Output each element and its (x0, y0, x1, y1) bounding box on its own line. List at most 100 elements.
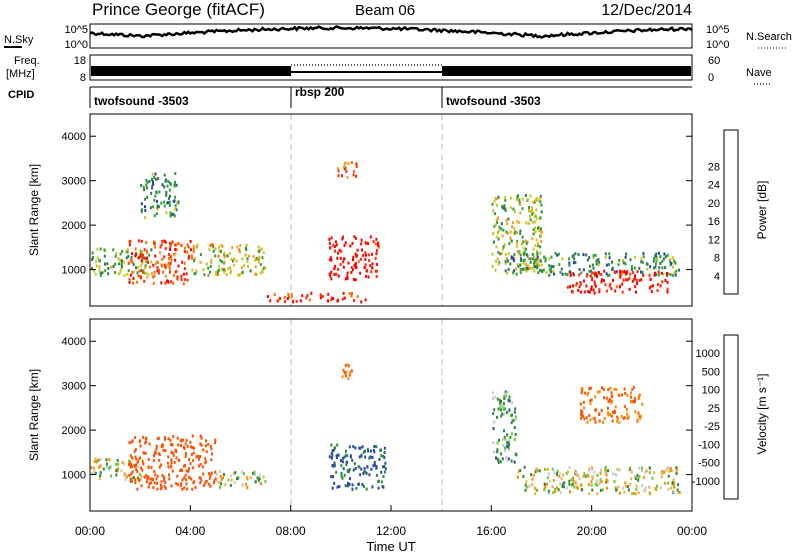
scatter-cell-1-0-5 (98, 477, 101, 481)
scatter-cell-1-1-137 (144, 451, 147, 455)
scatter-cell-1-1-228 (192, 451, 195, 455)
scatter-cell-1-6-191 (638, 475, 641, 479)
scatter-cell-1-6-9 (546, 467, 549, 471)
scatter-cell-0-8-45 (580, 271, 583, 275)
scatter-cell-0-8-142 (552, 265, 555, 268)
scatter-cell-1-6-102 (619, 491, 621, 495)
scatter-cell-1-3-90 (335, 470, 338, 474)
scatter-cell-0-7-27 (497, 250, 500, 254)
scatter-cell-0-2-52 (257, 245, 260, 249)
scatter-cell-0-4-106 (354, 261, 357, 265)
scatter-cell-0-9-21 (615, 285, 618, 289)
scatter-cell-1-6-26 (517, 475, 519, 479)
scatter-cell-0-8-107 (608, 252, 611, 256)
scatter-cell-1-1-58 (155, 447, 158, 451)
scatter-cell-0-0-9 (139, 264, 142, 268)
scatter-cell-0-2-100 (223, 260, 226, 264)
scatter-cell-1-1-43 (139, 456, 142, 460)
scatter-cell-0-5-38 (276, 299, 279, 303)
scatter-cell-1-6-48 (558, 474, 561, 478)
scatter-cell-0-7-160 (532, 232, 535, 236)
scatter-cell-0-8-34 (646, 267, 649, 271)
scatter-cell-0-2-34 (207, 266, 210, 270)
scatter-cell-1-3-84 (333, 464, 336, 468)
scatter-cell-1-6-24 (584, 474, 587, 478)
scatter-cell-1-2-13 (220, 482, 223, 486)
scatter-cell-1-7-100 (588, 387, 591, 391)
scatter-cell-0-4-7 (349, 244, 352, 248)
scatter-cell-0-3-42 (162, 200, 165, 204)
scatter-cell-1-2-5 (224, 483, 227, 487)
scatter-cell-1-1-227 (183, 486, 186, 490)
scatter-cell-0-7-109 (516, 231, 519, 235)
scatter-cell-0-5-32 (295, 299, 298, 303)
scatter-cell-1-6-90 (598, 482, 601, 486)
scatter-cell-0-3-18 (169, 214, 172, 218)
scatter-cell-0-3-39 (169, 211, 172, 215)
scatter-cell-1-6-114 (534, 470, 537, 474)
scatter-cell-1-5-58 (499, 452, 502, 456)
scatter-cell-1-5-82 (506, 444, 509, 448)
scatter-cell-1-1-105 (184, 442, 187, 446)
scatter-cell-1-0-24 (116, 469, 119, 473)
scatter-cell-0-7-36 (495, 203, 498, 207)
scatter-cell-1-3-18 (367, 449, 370, 453)
scatter-cell-1-1-9 (202, 472, 205, 476)
scatter-cell-0-2-97 (193, 259, 195, 263)
scatter-cell-0-9-29 (649, 285, 652, 289)
scatter-cell-0-7-179 (517, 251, 520, 255)
scatter-cell-0-4-20 (374, 256, 377, 260)
scatter-cell-0-1-118 (174, 248, 177, 252)
scatter-cell-0-0-21 (107, 267, 110, 270)
scatter-cell-1-5-14 (492, 412, 495, 416)
scatter-cell-1-7-18 (582, 414, 584, 418)
scatter-cell-0-1-102 (164, 247, 167, 251)
scatter-cell-0-4-110 (365, 274, 367, 278)
scatter-cell-1-0-13 (91, 472, 94, 476)
scatter-cell-0-6-3 (352, 170, 355, 173)
colorbar-tick-1-6: -500 (698, 458, 720, 470)
scatter-cell-1-1-213 (187, 469, 190, 473)
scatter-cell-0-3-73 (144, 205, 146, 209)
scatter-cell-0-8-72 (597, 263, 600, 267)
scatter-cell-1-2-18 (242, 472, 245, 476)
scatter-cell-1-6-72 (531, 483, 534, 487)
scatter-cell-1-6-59 (568, 482, 571, 486)
scatter-cell-0-2-78 (195, 245, 198, 249)
scatter-cell-0-8-23 (640, 257, 643, 261)
colorbar-frame-0 (723, 129, 739, 295)
scatter-cell-0-4-8 (376, 249, 378, 253)
scatter-cell-0-0-63 (114, 271, 117, 275)
scatter-cell-1-1-121 (131, 470, 134, 474)
scatter-cell-0-3-45 (155, 191, 158, 195)
scatter-cell-0-2-49 (220, 260, 223, 264)
scatter-cell-0-9-32 (597, 271, 600, 274)
scatter-cell-0-7-139 (500, 222, 503, 226)
scatter-cell-0-8-70 (631, 268, 633, 272)
scatter-cell-1-6-122 (641, 484, 643, 488)
scatter-cell-1-0-50 (124, 473, 127, 477)
scatter-cell-0-7-51 (492, 240, 495, 244)
scatter-cell-1-7-34 (580, 409, 583, 413)
scatter-cell-0-1-58 (143, 256, 146, 260)
scatter-cell-0-3-38 (167, 179, 170, 183)
scatter-cell-1-6-103 (623, 490, 626, 494)
scatter-cell-1-0-39 (99, 457, 102, 461)
scatter-cell-0-8-114 (560, 267, 563, 271)
scatter-cell-1-5-15 (498, 399, 501, 402)
scatter-cell-0-6-17 (343, 165, 345, 169)
scatter-cell-1-7-84 (637, 397, 640, 400)
y-tick-label-0-0: 1000 (62, 265, 86, 277)
scatter-cell-0-0-33 (140, 269, 143, 272)
scatter-cell-0-4-102 (330, 277, 333, 281)
power-plot-bg (90, 114, 692, 306)
scatter-cell-0-3-77 (165, 211, 168, 215)
scatter-cell-0-1-99 (187, 245, 190, 249)
scatter-cell-0-3-36 (140, 202, 143, 206)
scatter-cell-1-1-207 (195, 455, 198, 459)
scatter-cell-0-1-55 (172, 281, 175, 285)
scatter-cell-1-1-231 (214, 441, 216, 445)
scatter-cell-0-4-43 (347, 261, 350, 265)
scatter-cell-0-8-62 (577, 253, 580, 257)
scatter-cell-0-2-5 (214, 247, 217, 251)
